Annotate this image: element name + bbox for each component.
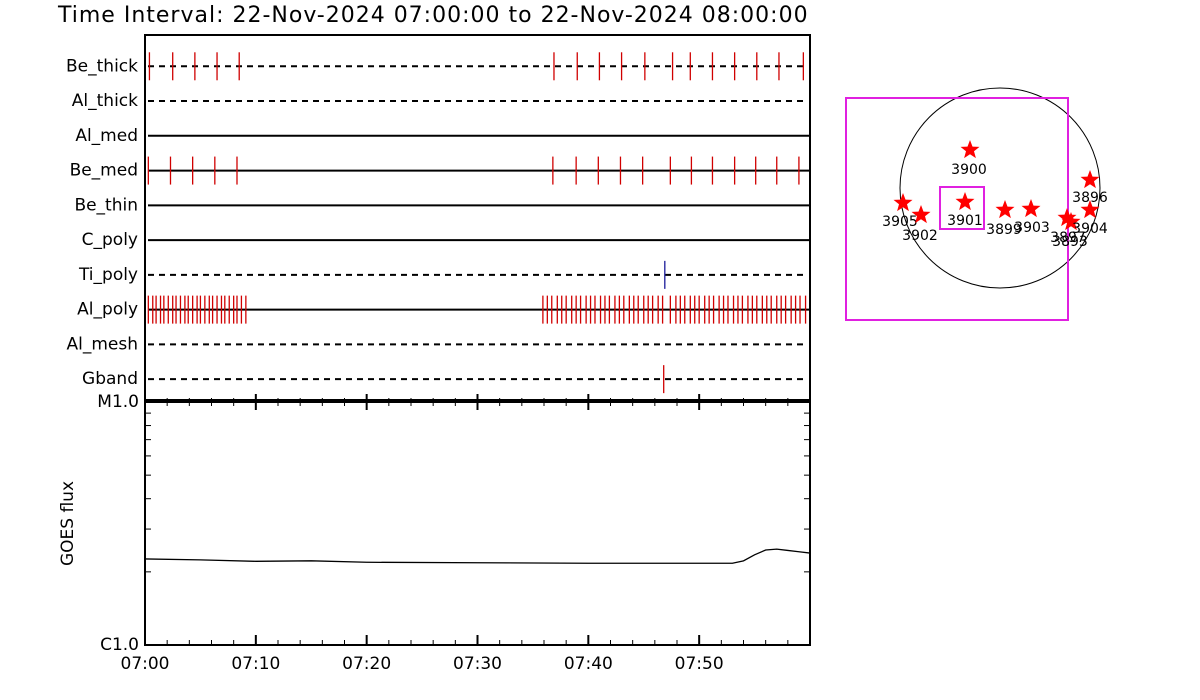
y-tick-label: M1.0 — [97, 392, 139, 412]
region-star — [1080, 170, 1100, 189]
field-of-view — [845, 97, 1069, 321]
region-label: 3900 — [951, 162, 987, 178]
region-star — [960, 140, 980, 159]
region-label: 3901 — [947, 213, 983, 229]
region-star — [1021, 199, 1041, 218]
row-label: Gband — [82, 369, 138, 389]
region-star — [1057, 208, 1077, 227]
region-star — [995, 200, 1015, 219]
sub-field — [939, 186, 985, 230]
solar-disk — [899, 87, 1101, 289]
x-tick-label: 07:50 — [675, 654, 724, 674]
x-tick-label: 07:30 — [453, 654, 502, 674]
region-label: 3904 — [1072, 221, 1108, 237]
region-star — [955, 192, 975, 211]
goes-frame — [144, 401, 811, 646]
region-label: 3905 — [882, 214, 918, 230]
y-tick-label: C1.0 — [100, 635, 139, 655]
row-label: Al_poly — [77, 300, 138, 320]
region-star — [1061, 212, 1081, 231]
region-label: 3897 — [1050, 230, 1086, 246]
row-label: C_poly — [82, 230, 138, 250]
y-axis-label: GOES flux — [58, 481, 78, 566]
x-tick-label: 07:00 — [121, 654, 170, 674]
region-label: 3899 — [986, 222, 1022, 238]
row-label: Be_thin — [74, 195, 138, 215]
x-tick-label: 07:10 — [231, 654, 280, 674]
x-tick-label: 07:40 — [564, 654, 613, 674]
region-label: 3902 — [902, 228, 938, 244]
region-label: 3893 — [1052, 234, 1088, 250]
row-label: Ti_poly — [78, 265, 138, 285]
goes-curve — [144, 548, 811, 564]
row-label: Be_med — [70, 161, 138, 181]
row-label: Al_med — [75, 126, 138, 146]
region-star — [893, 193, 913, 212]
row-label: Al_mesh — [66, 334, 138, 354]
region-label: 3903 — [1014, 220, 1050, 236]
row-label: Be_thick — [66, 56, 138, 76]
row-label: Al_thick — [72, 91, 138, 111]
region-star — [911, 205, 931, 224]
title: Time Interval: 22-Nov-2024 07:00:00 to 2… — [57, 3, 809, 28]
region-label: 3896 — [1072, 190, 1108, 206]
x-tick-label: 07:20 — [342, 654, 391, 674]
region-star — [1080, 200, 1100, 219]
